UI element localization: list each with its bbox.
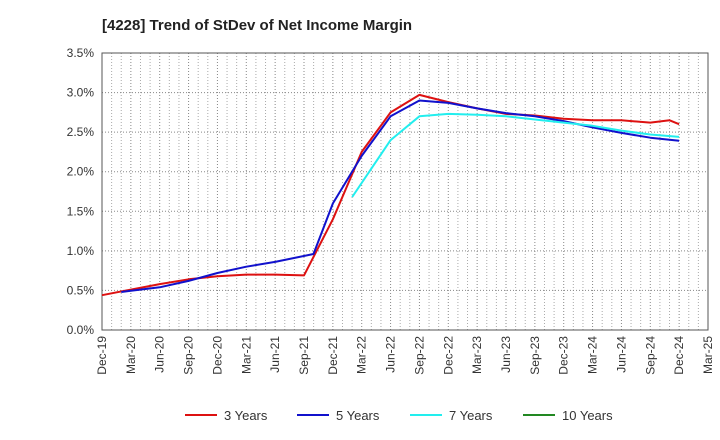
legend-label: 10 Years [562, 408, 613, 423]
legend-label: 7 Years [449, 408, 493, 423]
y-tick-label: 1.0% [67, 244, 95, 258]
x-tick-label: Sep-21 [297, 336, 311, 375]
x-tick-label: Mar-24 [586, 336, 600, 374]
x-tick-label: Dec-22 [441, 336, 455, 375]
y-tick-label: 3.5% [67, 46, 95, 60]
x-tick-label: Mar-22 [355, 336, 369, 374]
y-tick-label: 3.0% [67, 86, 95, 100]
x-tick-label: Sep-24 [643, 336, 657, 375]
y-tick-label: 2.0% [67, 165, 95, 179]
legend: 3 Years 5 Years 7 Years 10 Years [185, 408, 613, 423]
x-tick-label: Jun-24 [614, 336, 628, 373]
x-tick-label: Mar-20 [124, 336, 138, 374]
series-line-7-years [351, 112, 680, 198]
x-tick-label: Jun-22 [384, 336, 398, 373]
plot-background [102, 53, 708, 330]
series-line-5-years [121, 99, 680, 293]
x-tick-label: Mar-25 [701, 336, 715, 374]
y-tick-label: 1.5% [67, 204, 95, 218]
x-tick-label: Sep-20 [182, 336, 196, 375]
x-tick-label: Dec-23 [557, 336, 571, 375]
axis-labels: 0.0% 0.5% 1.0% 1.5% 2.0% 2.5% 3.0% 3.5% Dec-19 Ma… [67, 46, 715, 375]
y-tick-label: 2.5% [67, 125, 95, 139]
chart-title: [4228] Trend of StDev of Net Income Marg… [102, 17, 412, 34]
plot-frame [101, 52, 709, 331]
series-layer [101, 93, 680, 297]
x-tick-label: Dec-24 [672, 336, 686, 375]
y-tick-label: 0.5% [67, 283, 95, 297]
x-tick-label: Dec-21 [326, 336, 340, 375]
x-tick-label: Sep-23 [528, 336, 542, 375]
legend-label: 5 Years [336, 408, 380, 423]
x-tick-label: Mar-23 [470, 336, 484, 374]
legend-label: 3 Years [224, 408, 268, 423]
x-tick-label: Jun-20 [153, 336, 167, 373]
x-tick-label: Sep-22 [412, 336, 426, 375]
x-tick-label: Mar-21 [239, 336, 253, 374]
plot-area [101, 52, 709, 331]
x-tick-label: Jun-21 [268, 336, 282, 373]
y-tick-label: 0.0% [67, 323, 95, 337]
x-tick-label: Jun-23 [499, 336, 513, 373]
x-tick-label: Dec-19 [95, 336, 109, 375]
x-tick-label: Dec-20 [210, 336, 224, 375]
